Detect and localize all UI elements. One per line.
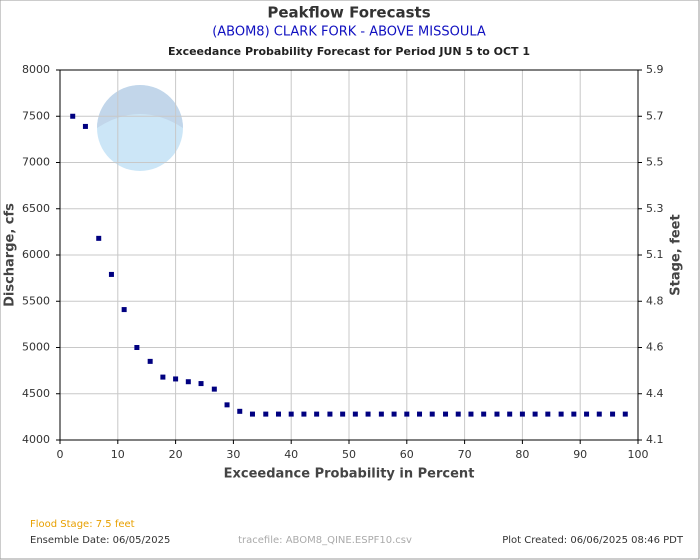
point <box>596 411 602 417</box>
point <box>507 411 513 417</box>
y2-tick-label: 5.9 <box>646 63 664 76</box>
point <box>121 307 127 313</box>
y2-tick-label: 4.8 <box>646 294 664 307</box>
y-tick-label: 6500 <box>22 202 50 215</box>
y2-tick-label: 5.7 <box>646 109 664 122</box>
y2-tick-label: 4.1 <box>646 433 664 446</box>
point <box>224 402 230 408</box>
point <box>481 411 487 417</box>
point <box>198 381 204 387</box>
y2-tick-label: 4.4 <box>646 387 664 400</box>
point <box>417 411 423 417</box>
x-tick-label: 70 <box>458 448 472 461</box>
x-tick-label: 10 <box>111 448 125 461</box>
point <box>352 411 358 417</box>
x-tick-label: 60 <box>400 448 414 461</box>
x-tick-label: 90 <box>573 448 587 461</box>
point <box>108 271 114 277</box>
point <box>404 411 410 417</box>
point <box>378 411 384 417</box>
point <box>327 411 333 417</box>
x-tick-label: 40 <box>284 448 298 461</box>
plot-created: Plot Created: 06/06/2025 08:46 PDT <box>502 535 684 546</box>
x-tick-label: 50 <box>342 448 356 461</box>
point <box>571 411 577 417</box>
chart-title: Peakflow Forecasts <box>267 4 430 22</box>
y2-tick-label: 5.1 <box>646 248 664 261</box>
point <box>237 408 243 414</box>
x-tick-label: 20 <box>169 448 183 461</box>
point <box>185 379 191 385</box>
y-tick-label: 5500 <box>22 294 50 307</box>
point <box>443 411 449 417</box>
y2-tick-label: 5.5 <box>646 156 664 169</box>
y2-axis-label: Stage, feet <box>669 214 684 295</box>
point <box>468 411 474 417</box>
y2-tick-label: 4.6 <box>646 341 664 354</box>
flood-stage: Flood Stage: 7.5 feet <box>30 519 135 530</box>
point <box>545 411 551 417</box>
point <box>532 411 538 417</box>
point <box>622 411 628 417</box>
x-tick-label: 0 <box>57 448 64 461</box>
point <box>173 376 179 382</box>
y-tick-label: 4500 <box>22 387 50 400</box>
point <box>455 411 461 417</box>
x-tick-label: 80 <box>515 448 529 461</box>
point <box>275 411 281 417</box>
point <box>365 411 371 417</box>
point <box>494 411 500 417</box>
chart-description: Exceedance Probability Forecast for Peri… <box>168 45 530 58</box>
y-axis-label: Discharge, cfs <box>3 203 18 307</box>
point <box>70 113 76 119</box>
point <box>429 411 435 417</box>
y-tick-label: 7000 <box>22 156 50 169</box>
point <box>147 358 153 364</box>
x-tick-label: 30 <box>226 448 240 461</box>
point <box>249 411 255 417</box>
point <box>391 411 397 417</box>
y2-tick-label: 5.3 <box>646 202 664 215</box>
point <box>134 345 140 350</box>
y-tick-label: 8000 <box>22 63 50 76</box>
point <box>160 374 166 380</box>
point <box>263 411 269 417</box>
y-tick-label: 6000 <box>22 248 50 261</box>
point <box>96 235 102 241</box>
point <box>519 411 525 417</box>
y-tick-label: 7500 <box>22 109 50 122</box>
logo <box>97 85 183 171</box>
y-tick-label: 4000 <box>22 433 50 446</box>
point <box>340 411 346 417</box>
point <box>82 123 88 129</box>
x-axis-label: Exceedance Probability in Percent <box>224 467 475 482</box>
point <box>584 411 590 417</box>
tracefile: tracefile: ABOM8_QINE.ESPF10.csv <box>238 535 412 546</box>
x-tick-label: 100 <box>628 448 649 461</box>
point <box>211 386 217 392</box>
point <box>314 411 320 417</box>
point <box>558 411 564 417</box>
chart-subtitle: (ABOM8) CLARK FORK - ABOVE MISSOULA <box>212 25 486 40</box>
point <box>301 411 307 417</box>
point <box>288 411 294 417</box>
y-tick-label: 5000 <box>22 341 50 354</box>
point <box>610 411 616 417</box>
ensemble-date: Ensemble Date: 06/05/2025 <box>30 535 170 546</box>
